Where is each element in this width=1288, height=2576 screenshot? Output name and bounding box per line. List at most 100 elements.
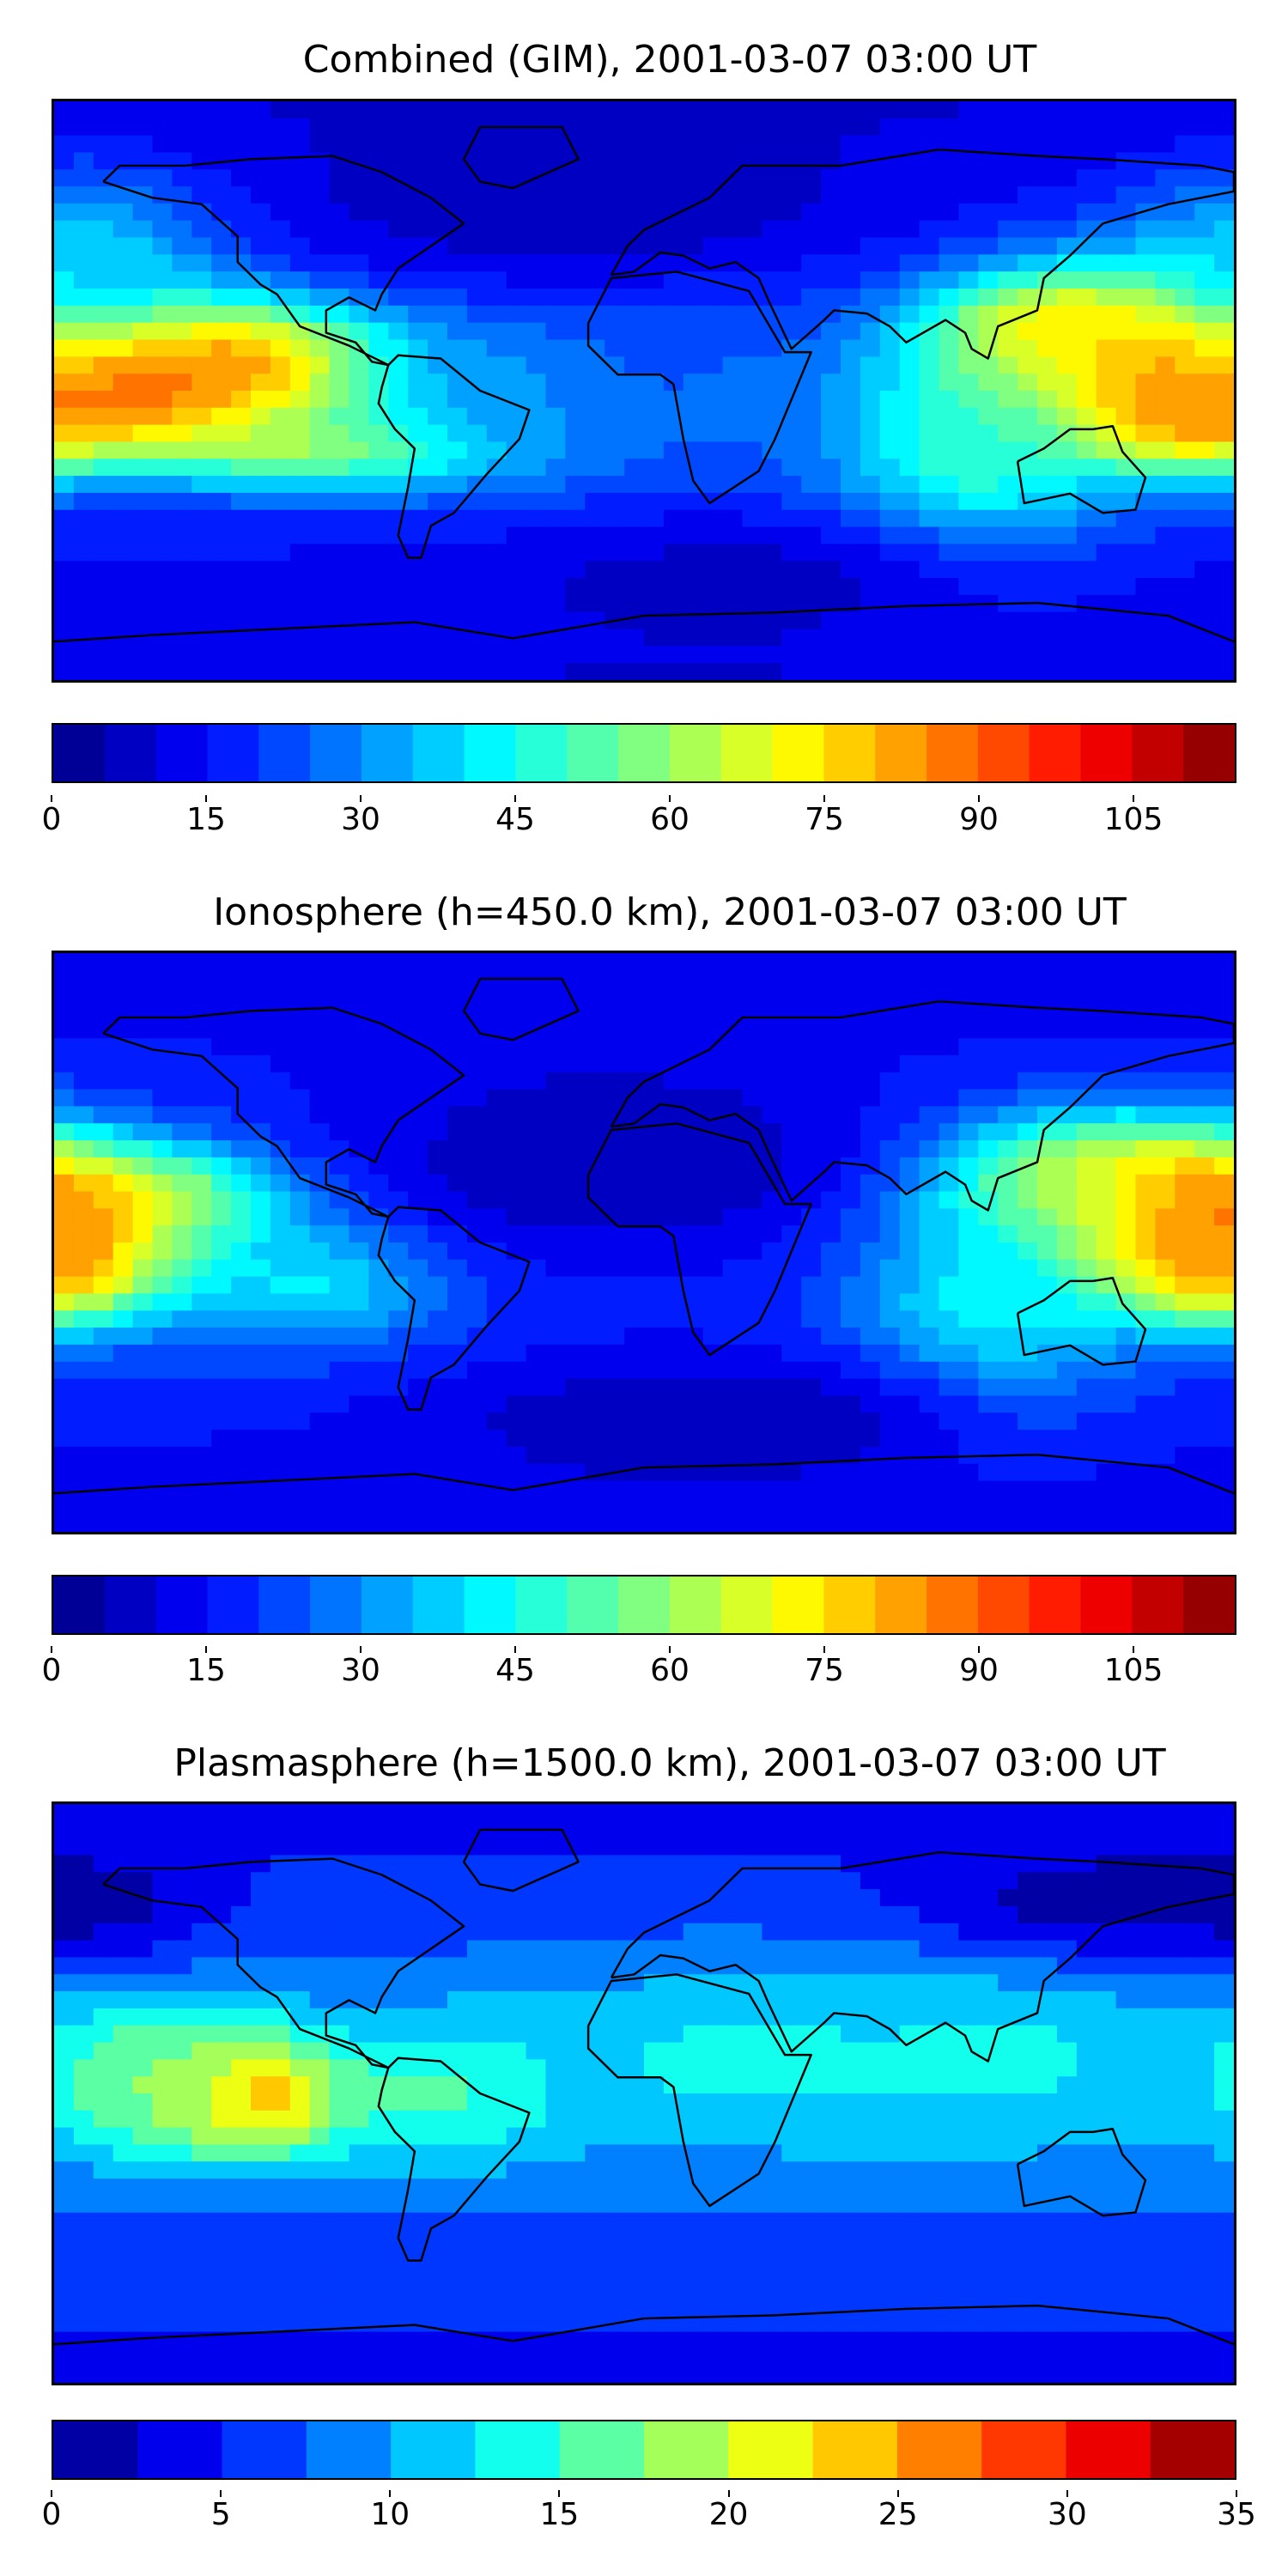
heatmap-cell: [821, 1991, 841, 2009]
heatmap-cell: [231, 594, 252, 613]
heatmap-cell: [585, 1872, 605, 1890]
heatmap-cell: [1155, 526, 1176, 545]
heatmap-cell: [860, 629, 881, 647]
heatmap-cell: [447, 1838, 468, 1856]
heatmap-cell: [1175, 1855, 1195, 1873]
heatmap-cell: [899, 1004, 920, 1022]
heatmap-cell: [251, 169, 271, 187]
heatmap-cell: [978, 1361, 999, 1380]
colorbar-segment: [155, 725, 209, 781]
heatmap-cell: [899, 118, 920, 137]
heatmap-cell: [1096, 1413, 1117, 1431]
heatmap-cell: [978, 2008, 999, 2026]
heatmap-cell: [1135, 578, 1156, 596]
heatmap-cell: [998, 1940, 1018, 1959]
heatmap-cell: [899, 169, 920, 187]
heatmap-cell: [585, 1054, 605, 1073]
heatmap-cell: [506, 987, 527, 1005]
heatmap-cell: [605, 1413, 625, 1431]
colorbar-segment: [1080, 725, 1133, 781]
heatmap-cell: [526, 526, 547, 545]
heatmap-cell: [1115, 305, 1137, 324]
heatmap-cell: [1096, 544, 1117, 562]
heatmap-cell: [172, 1293, 192, 1311]
heatmap-cell: [605, 1940, 625, 1959]
heatmap-cell: [251, 526, 271, 545]
heatmap-cell: [585, 135, 605, 154]
heatmap-cell: [1018, 1038, 1038, 1056]
heatmap-cell: [801, 1872, 822, 1890]
heatmap-cell: [447, 118, 468, 137]
heatmap-cell: [624, 322, 645, 341]
heatmap-cell: [605, 237, 625, 256]
heatmap-cell: [486, 492, 507, 511]
heatmap-cell: [663, 492, 684, 511]
heatmap-cell: [545, 492, 566, 511]
heatmap-cell: [1214, 1838, 1234, 1856]
heatmap-cell: [270, 1820, 291, 1839]
heatmap-cell: [1194, 1259, 1215, 1278]
colorbar-segment: [772, 1577, 824, 1633]
heatmap-cell: [73, 391, 94, 409]
heatmap-cell: [54, 492, 75, 511]
heatmap-cell: [1214, 509, 1234, 528]
heatmap-cell: [231, 186, 252, 204]
heatmap-cell: [605, 271, 625, 289]
heatmap-cell: [801, 271, 822, 289]
colorbar-tick-mark: [669, 795, 671, 802]
heatmap-cell: [132, 391, 154, 409]
heatmap-cell: [191, 254, 212, 272]
heatmap-cell: [1155, 1855, 1176, 1873]
heatmap-cell: [132, 1446, 154, 1465]
heatmap-cell: [1076, 459, 1097, 477]
heatmap-cell: [821, 578, 841, 596]
heatmap-cell: [1194, 1089, 1215, 1108]
heatmap-cell: [447, 492, 468, 511]
heatmap-cell: [958, 186, 979, 204]
heatmap-cell: [93, 1225, 114, 1243]
heatmap-cell: [939, 1378, 959, 1397]
heatmap-cell: [388, 1430, 409, 1448]
heatmap-cell: [644, 1225, 665, 1243]
heatmap-cell: [526, 271, 547, 289]
heatmap-cell: [958, 1430, 979, 1448]
heatmap-cell: [388, 1242, 409, 1261]
heatmap-cell: [702, 1498, 724, 1516]
heatmap-cell: [1056, 356, 1078, 374]
heatmap-cell: [526, 1395, 547, 1413]
heatmap-cell: [349, 305, 369, 324]
heatmap-cell: [270, 578, 291, 596]
heatmap-cell: [722, 1940, 744, 1959]
heatmap-cell: [132, 203, 154, 222]
heatmap-cell: [879, 407, 901, 426]
heatmap-cell: [624, 1395, 645, 1413]
heatmap-cell: [624, 594, 645, 613]
heatmap-cell: [231, 1089, 252, 1108]
heatmap-cell: [841, 969, 861, 988]
heatmap-cell: [978, 578, 999, 596]
heatmap-cell: [585, 561, 605, 579]
heatmap-cell: [605, 1208, 625, 1226]
heatmap-cell: [191, 356, 212, 374]
heatmap-cell: [624, 1344, 645, 1363]
heatmap-cell: [408, 1889, 428, 1907]
heatmap-cell: [1214, 1889, 1234, 1907]
heatmap-cell: [1076, 305, 1097, 324]
heatmap-cell: [644, 1480, 665, 1498]
heatmap-cell: [309, 544, 331, 562]
heatmap-cell: [879, 271, 901, 289]
heatmap-cell: [73, 1991, 94, 2009]
heatmap-cell: [545, 203, 566, 222]
heatmap-cell: [644, 1446, 665, 1465]
heatmap-cell: [486, 356, 507, 374]
heatmap-cell: [73, 305, 94, 324]
heatmap-cell: [545, 186, 566, 204]
heatmap-cell: [211, 1905, 232, 1924]
heatmap-cell: [54, 1310, 75, 1328]
heatmap-cell: [860, 1820, 881, 1839]
heatmap-cell: [1115, 254, 1137, 272]
heatmap-cell: [152, 1123, 173, 1141]
heatmap-cell: [466, 594, 488, 613]
heatmap-cell: [644, 1174, 665, 1193]
heatmap-cell: [939, 969, 959, 988]
